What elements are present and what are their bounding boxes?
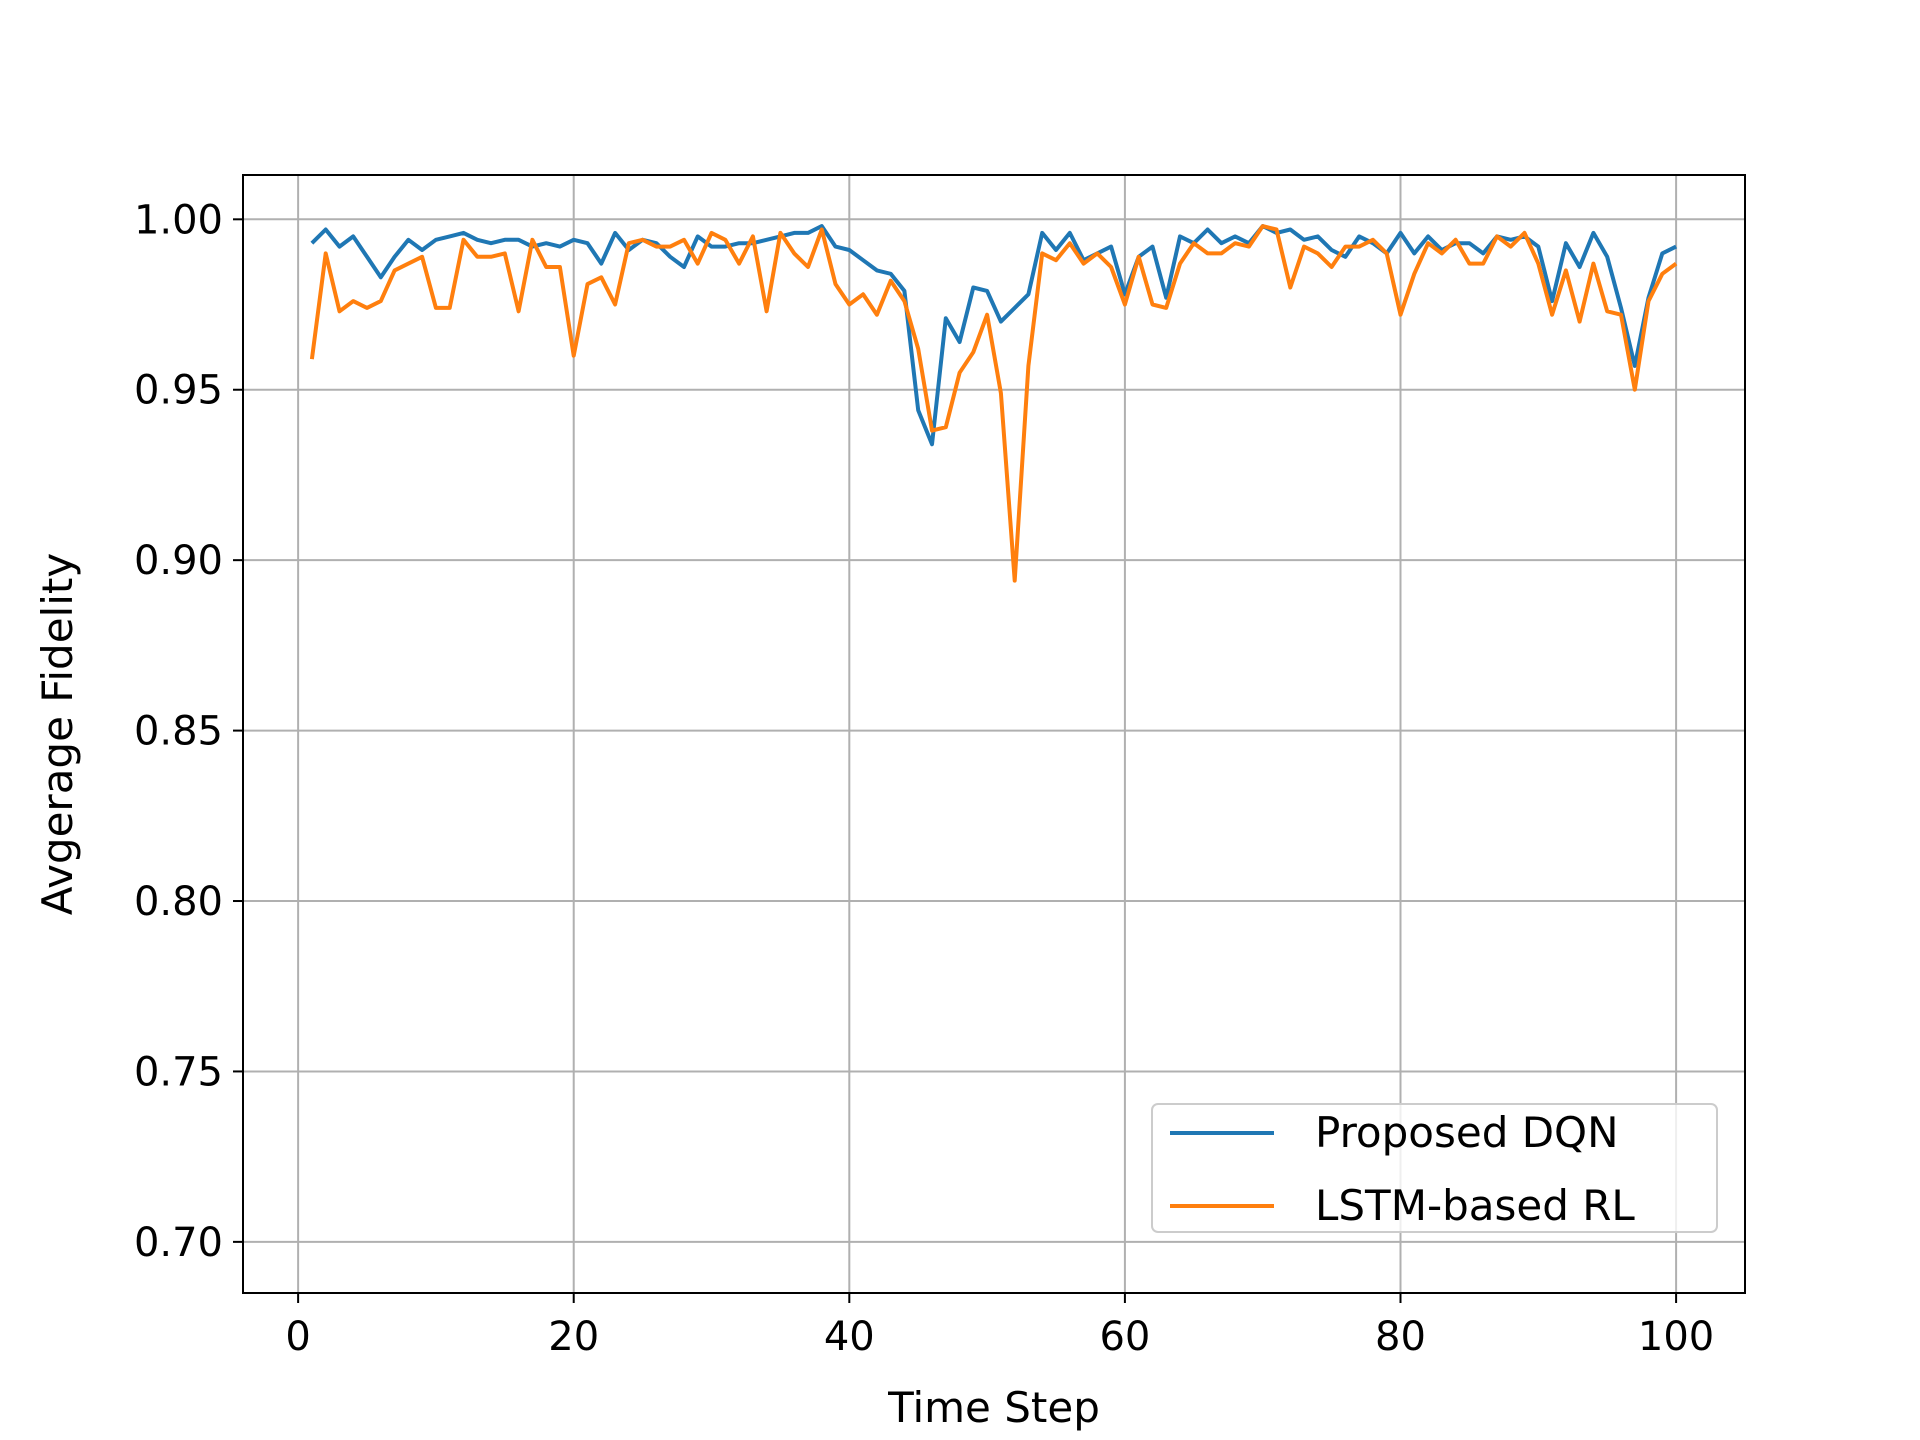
- y-tick-label: 0.80: [134, 879, 223, 925]
- y-tick-label: 1.00: [134, 197, 223, 243]
- legend: Proposed DQN LSTM-based RL: [1151, 1103, 1718, 1233]
- plot-frame: [242, 174, 1746, 1294]
- x-tick-label: 80: [1375, 1314, 1426, 1360]
- x-tick-label: 40: [824, 1314, 875, 1360]
- x-tick-label: 0: [285, 1314, 310, 1360]
- series-lines: [309, 224, 1678, 583]
- x-tick-label: 100: [1638, 1314, 1714, 1360]
- y-axis-title: Avgerage Fidelity: [33, 553, 82, 915]
- series-line-lstm-based-rl: [309, 224, 1678, 583]
- x-tick-label: 60: [1099, 1314, 1150, 1360]
- y-tick-label: 0.95: [134, 368, 223, 414]
- x-axis-ticks: 0 20 40 60 80 100: [285, 1293, 1714, 1360]
- x-tick-label: 20: [548, 1314, 599, 1360]
- grid: [243, 175, 1745, 1293]
- y-tick-label: 0.75: [134, 1049, 223, 1095]
- x-axis-title: Time Step: [887, 1383, 1100, 1432]
- y-tick-label: 0.85: [134, 709, 223, 755]
- y-tick-label: 0.90: [134, 538, 223, 584]
- y-axis-ticks: 0.70 0.75 0.80 0.85 0.90 0.95 1.00: [134, 197, 243, 1266]
- legend-label-proposed-dqn: Proposed DQN: [1315, 1108, 1619, 1157]
- legend-box: [1151, 1103, 1718, 1233]
- y-tick-label: 0.70: [134, 1220, 223, 1266]
- legend-label-lstm-based-rl: LSTM-based RL: [1315, 1181, 1635, 1230]
